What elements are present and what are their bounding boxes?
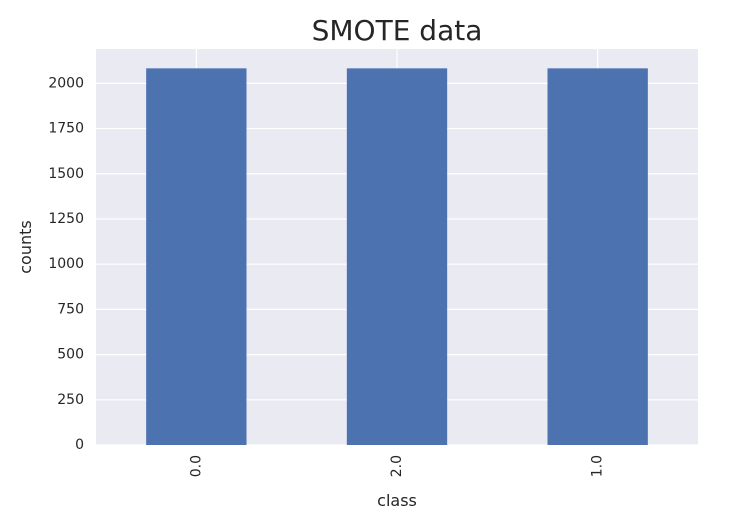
- bar-1.0: [547, 68, 648, 445]
- y-tick-label: 1500: [48, 166, 84, 182]
- y-tick-label: 1250: [48, 211, 84, 227]
- y-tick-label: 500: [57, 347, 84, 363]
- y-tick-label: 0: [75, 437, 84, 453]
- bar-0.0: [146, 68, 247, 445]
- y-tick-labels: 0 250 500 750 1000 1250 1500 1750 2000: [48, 75, 84, 453]
- x-axis-label: class: [377, 491, 417, 510]
- x-tick-labels: 0.0 2.0 1.0: [188, 455, 605, 477]
- x-tick-label: 1.0: [590, 455, 606, 477]
- y-tick-label: 1000: [48, 256, 84, 272]
- x-tick-label: 0.0: [188, 455, 204, 477]
- y-axis-label: counts: [16, 220, 35, 273]
- bar-2.0: [346, 68, 448, 445]
- y-tick-label: 2000: [48, 75, 84, 91]
- x-tick-label: 2.0: [389, 455, 405, 477]
- y-tick-label: 1750: [48, 121, 84, 137]
- bars: [146, 68, 648, 445]
- chart-title: SMOTE data: [312, 14, 483, 47]
- y-tick-label: 750: [57, 301, 84, 317]
- y-tick-label: 250: [57, 392, 84, 408]
